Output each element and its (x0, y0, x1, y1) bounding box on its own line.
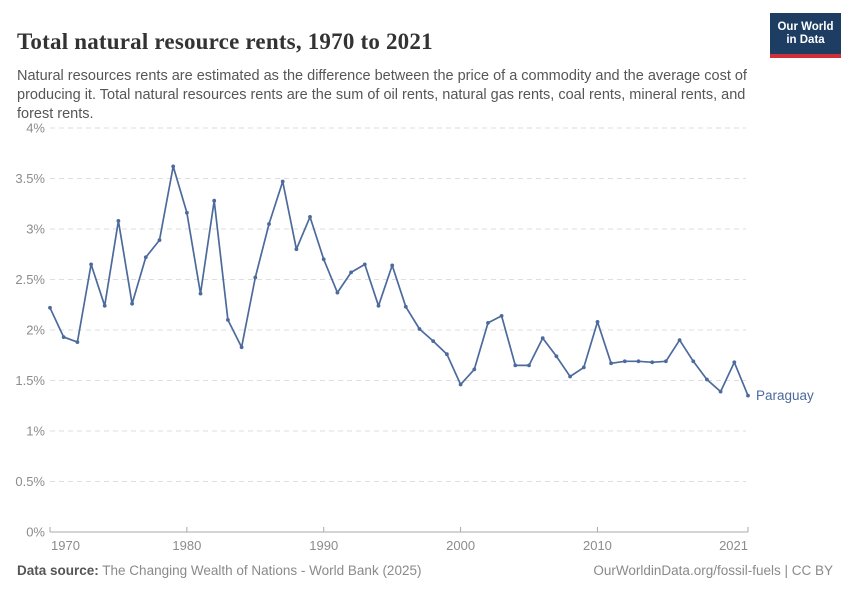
data-point (650, 360, 655, 365)
y-axis-tick-label: 3.5% (15, 171, 45, 186)
owid-logo: Our World in Data (770, 13, 841, 58)
y-axis-tick-label: 4% (26, 121, 45, 136)
data-point (486, 321, 490, 325)
data-point (636, 359, 641, 364)
data-source-label: Data source: (17, 563, 99, 578)
y-axis-tick-label: 2% (26, 323, 45, 338)
chart-subtitle: Natural resources rents are estimated as… (17, 67, 747, 122)
x-axis-tick-label: 1980 (172, 538, 201, 553)
data-point (390, 263, 395, 268)
data-point (48, 305, 52, 310)
data-point (554, 354, 559, 359)
data-point (239, 345, 244, 350)
data-point (321, 257, 326, 262)
data-point (116, 219, 121, 223)
data-point (61, 335, 66, 339)
data-point (403, 304, 408, 309)
data-point (664, 359, 668, 364)
data-point (185, 210, 189, 215)
data-point (431, 339, 436, 343)
data-point (335, 290, 340, 295)
data-point (157, 238, 162, 243)
page-title: Total natural resource rents, 1970 to 20… (17, 29, 433, 55)
chart-footer: Data source: The Changing Wealth of Nati… (17, 563, 833, 578)
data-point (677, 338, 682, 342)
data-point (198, 291, 203, 296)
data-point (527, 363, 531, 368)
x-axis-tick-label: 1990 (309, 538, 338, 553)
data-point (89, 262, 93, 267)
data-point (75, 340, 80, 344)
data-point (472, 367, 477, 372)
data-point (705, 377, 709, 382)
data-point (308, 215, 312, 219)
data-point (280, 179, 285, 184)
data-point (622, 359, 627, 364)
data-point (499, 314, 504, 318)
data-point (253, 275, 258, 280)
data-point (294, 247, 299, 252)
x-axis-tick-label: 2000 (446, 538, 475, 553)
data-line (49, 165, 749, 397)
data-point (417, 327, 422, 331)
data-point (691, 359, 696, 364)
owid-logo-line2: in Data (786, 33, 825, 46)
data-point (609, 361, 613, 366)
data-point (595, 320, 600, 324)
data-point (130, 301, 135, 306)
x-axis-tick-label: 2010 (583, 538, 612, 553)
license-credit: OurWorldinData.org/fossil-fuels | CC BY (593, 563, 833, 578)
data-point (568, 374, 572, 379)
owid-logo-line1: Our World (777, 20, 834, 33)
data-source-text: The Changing Wealth of Nations - World B… (102, 563, 422, 578)
data-point (376, 303, 381, 308)
y-axis-tick-label: 2.5% (15, 272, 45, 287)
x-axis-tick-label: 1970 (51, 538, 80, 553)
data-point (458, 382, 463, 387)
data-point (226, 318, 230, 322)
y-axis-tick-label: 1.5% (15, 373, 45, 388)
data-point (362, 262, 367, 267)
data-point (102, 303, 107, 308)
y-axis-tick-label: 0% (26, 525, 45, 540)
data-point (540, 336, 545, 340)
data-point (212, 198, 217, 203)
data-point (171, 164, 176, 169)
x-axis-tick-label: 2021 (719, 538, 748, 553)
series-label-paraguay: Paraguay (756, 388, 814, 403)
data-point (718, 389, 723, 394)
data-source: Data source: The Changing Wealth of Nati… (17, 563, 421, 578)
data-point (143, 255, 148, 260)
data-point (732, 360, 737, 365)
y-axis-tick-label: 3% (26, 222, 45, 237)
y-axis-tick-label: 0.5% (15, 474, 45, 489)
data-point (746, 393, 750, 398)
data-point (267, 222, 271, 226)
data-point (581, 365, 586, 370)
data-point (513, 363, 518, 368)
y-axis-tick-label: 1% (26, 424, 45, 439)
data-point (349, 270, 353, 275)
data-point (445, 352, 449, 357)
